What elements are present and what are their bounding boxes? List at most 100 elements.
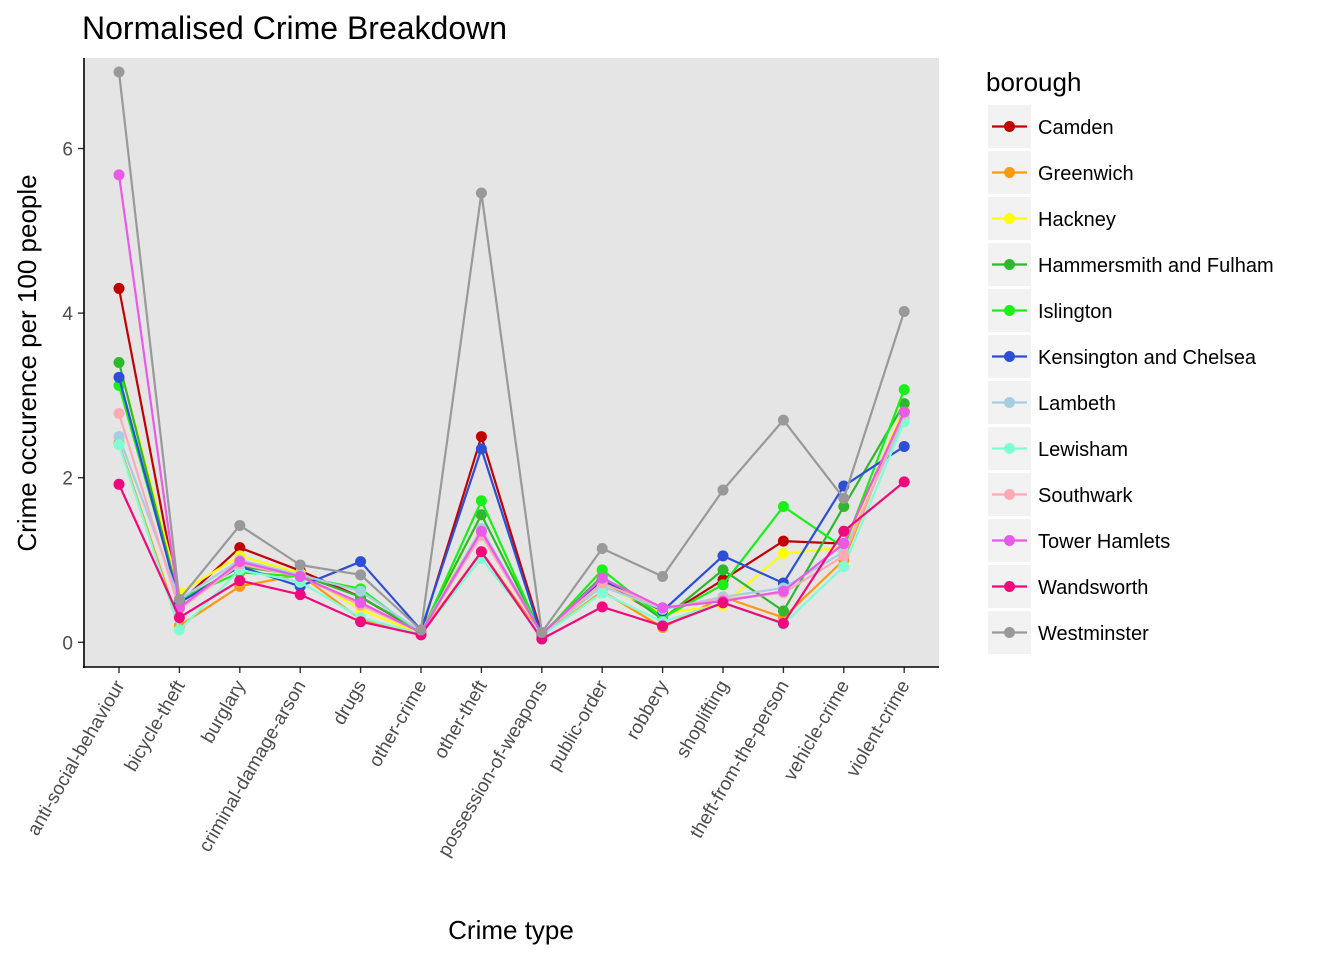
legend-item: Islington <box>988 289 1113 332</box>
data-point <box>838 525 850 537</box>
legend-key-point <box>1004 351 1015 362</box>
legend-key-point <box>1004 443 1015 454</box>
data-point <box>113 408 125 420</box>
legend-key-point <box>1004 489 1015 500</box>
legend-item: Hammersmith and Fulham <box>988 243 1274 286</box>
data-point <box>113 282 125 294</box>
data-point <box>173 594 185 606</box>
legend-label: Greenwich <box>1038 163 1134 185</box>
data-point <box>475 187 487 199</box>
data-point <box>838 561 850 573</box>
data-point <box>898 384 910 396</box>
legend-key-point <box>1004 213 1015 224</box>
legend-item: Camden <box>988 105 1114 148</box>
x-tick-label: bicycle-theft <box>121 676 190 775</box>
data-point <box>596 564 608 576</box>
data-point <box>838 501 850 513</box>
y-tick-label: 6 <box>62 140 73 161</box>
x-tick-label: anti-social-behaviour <box>23 676 129 839</box>
data-point <box>898 398 910 410</box>
data-point <box>355 616 367 628</box>
series-line <box>117 174 906 636</box>
data-point <box>475 525 487 537</box>
data-point <box>173 612 185 624</box>
data-point <box>294 559 306 571</box>
legend-title: borough <box>986 67 1081 97</box>
data-point <box>657 570 669 582</box>
data-point <box>596 572 608 584</box>
series-line <box>117 377 905 638</box>
data-point <box>717 597 729 609</box>
data-point <box>475 431 487 443</box>
x-tick-label: drugs <box>329 677 371 729</box>
data-point <box>898 440 910 452</box>
data-point <box>355 585 367 597</box>
y-axis-title: Crime occurence per 100 people <box>12 174 42 551</box>
legend-key-point <box>1004 121 1015 132</box>
data-point <box>838 492 850 504</box>
series-layer <box>113 66 910 645</box>
legend-label: Hackney <box>1038 209 1116 231</box>
data-point <box>113 371 125 383</box>
data-point <box>475 509 487 521</box>
data-point <box>717 564 729 576</box>
data-point <box>173 624 185 636</box>
legend-key-point <box>1004 535 1015 546</box>
legend-label: Lambeth <box>1038 393 1116 415</box>
legend-item: Wandsworth <box>988 565 1148 608</box>
data-point <box>113 431 125 443</box>
legend-label: Islington <box>1038 301 1113 323</box>
data-point <box>777 605 789 617</box>
data-point <box>234 519 246 531</box>
legend-key-point <box>1004 167 1015 178</box>
data-point <box>777 547 789 559</box>
legend-label: Wandsworth <box>1038 577 1148 599</box>
x-tick-label: criminal-damage-arson <box>195 677 310 856</box>
data-point <box>777 585 789 597</box>
y-tick-label: 0 <box>62 633 73 654</box>
x-tick-label: possession-of-weapons <box>434 677 552 860</box>
x-tick-label: public-order <box>544 676 613 774</box>
legend: borough Camden Greenwich Hackney Hammersmit… <box>986 67 1274 654</box>
data-point <box>475 495 487 507</box>
series-westminster <box>113 66 910 638</box>
data-point <box>415 624 427 636</box>
data-point <box>113 357 125 368</box>
legend-key-point <box>1004 397 1015 408</box>
data-point <box>294 589 306 601</box>
legend-label: Kensington and Chelsea <box>1038 347 1257 369</box>
data-point <box>717 550 729 562</box>
data-point <box>355 556 367 568</box>
series-line <box>117 71 906 634</box>
data-point <box>475 443 487 455</box>
series-line <box>117 385 906 637</box>
x-tick-label: other-theft <box>430 676 492 762</box>
legend-label: Tower Hamlets <box>1038 531 1170 553</box>
data-point <box>113 169 125 181</box>
data-point <box>294 570 306 582</box>
data-point <box>234 542 246 554</box>
series-line <box>117 288 906 636</box>
y-tick-label: 2 <box>62 469 73 490</box>
legend-item: Lambeth <box>988 381 1116 424</box>
data-point <box>113 478 125 490</box>
legend-key-point <box>1004 581 1015 592</box>
data-point <box>113 439 125 451</box>
y-tick-label: 4 <box>62 304 73 325</box>
data-point <box>838 538 850 550</box>
legend-item: Westminster <box>988 611 1149 654</box>
legend-item: Hackney <box>988 197 1116 240</box>
legend-label: Camden <box>1038 117 1114 139</box>
x-tick-label: robbery <box>623 677 674 744</box>
legend-key-point <box>1004 259 1015 270</box>
x-tick-label: burglary <box>198 677 251 747</box>
data-point <box>717 579 729 591</box>
data-point <box>898 305 910 317</box>
legend-item: Tower Hamlets <box>988 519 1170 562</box>
data-point <box>355 569 367 581</box>
x-tick-label: shoplifting <box>672 677 733 762</box>
data-point <box>777 414 789 426</box>
legend-key-point <box>1004 627 1015 638</box>
